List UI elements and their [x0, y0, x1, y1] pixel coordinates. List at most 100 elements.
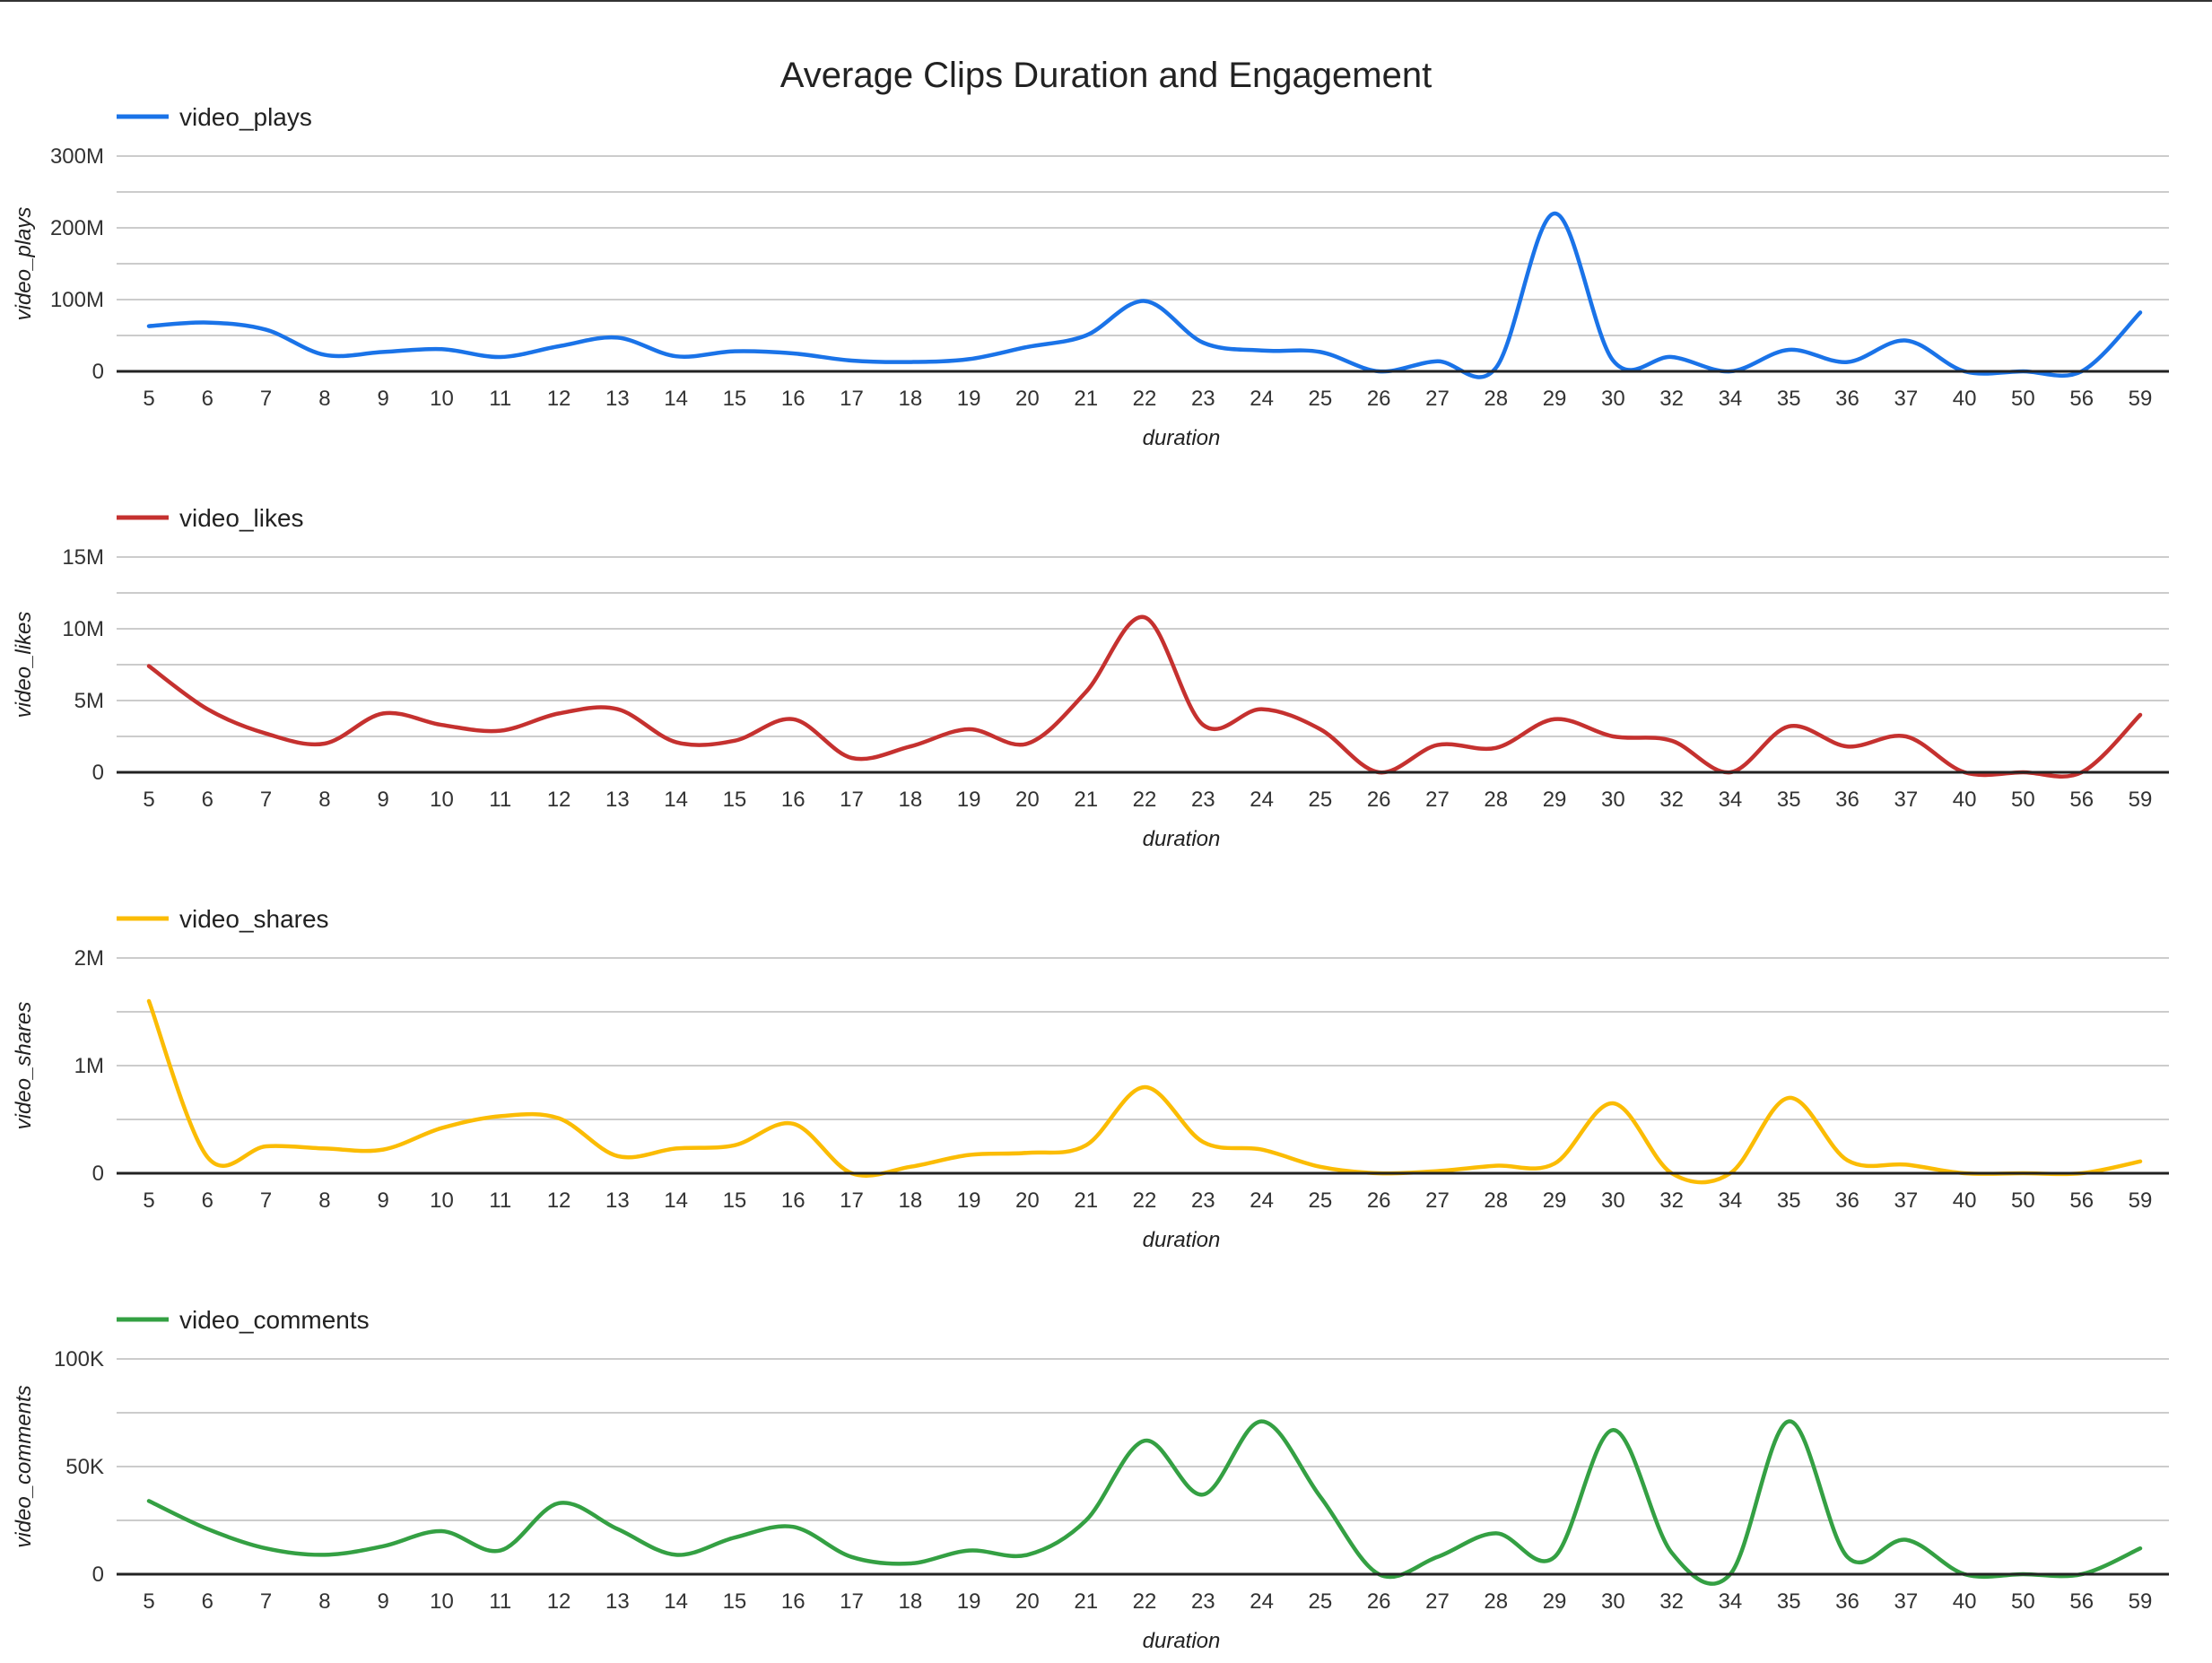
x-tick-label: 28 [1484, 1188, 1508, 1213]
x-tick-label: 50 [2011, 387, 2035, 411]
x-tick-label: 7 [260, 387, 272, 411]
x-tick-label: 34 [1719, 1589, 1743, 1614]
x-tick-label: 26 [1367, 1188, 1391, 1213]
x-tick-label: 28 [1484, 387, 1508, 411]
x-tick-label: 36 [1835, 1188, 1859, 1213]
x-tick-label: 37 [1894, 1589, 1918, 1614]
x-tick-label: 35 [1777, 1188, 1801, 1213]
x-tick-label: 18 [898, 788, 922, 812]
x-tick-label: 50 [2011, 1188, 2035, 1213]
y-axis-title: video_comments [12, 1385, 36, 1547]
legend-label: video_comments [179, 1306, 370, 1334]
y-tick-label: 50K [65, 1455, 104, 1479]
x-tick-label: 32 [1659, 1589, 1684, 1614]
x-tick-label: 23 [1191, 1188, 1215, 1213]
x-tick-label: 20 [1015, 387, 1040, 411]
y-axis-title: video_likes [12, 612, 36, 718]
x-tick-label: 36 [1835, 788, 1859, 812]
x-tick-label: 22 [1133, 387, 1157, 411]
x-tick-label: 28 [1484, 788, 1508, 812]
x-tick-label: 11 [489, 387, 511, 411]
x-tick-label: 32 [1659, 1188, 1684, 1213]
legend-video_likes: video_likes [117, 504, 304, 532]
x-tick-label: 30 [1601, 387, 1625, 411]
x-tick-label: 22 [1133, 1589, 1157, 1614]
x-tick-label: 5 [143, 1188, 154, 1213]
x-tick-label: 13 [605, 1589, 630, 1614]
x-tick-label: 40 [1953, 788, 1977, 812]
y-tick-label: 2M [74, 946, 104, 971]
x-tick-label: 6 [202, 1589, 213, 1614]
x-tick-label: 5 [143, 1589, 154, 1614]
x-tick-label: 34 [1719, 1188, 1743, 1213]
x-tick-label: 8 [318, 788, 330, 812]
legend-label: video_plays [179, 103, 312, 131]
x-tick-label: 5 [143, 788, 154, 812]
x-tick-label: 14 [664, 788, 688, 812]
x-tick-label: 26 [1367, 387, 1391, 411]
x-tick-label: 25 [1309, 788, 1333, 812]
legend-video_comments: video_comments [117, 1306, 370, 1334]
x-tick-label: 27 [1425, 1589, 1450, 1614]
x-tick-label: 23 [1191, 1589, 1215, 1614]
y-tick-label: 100K [54, 1347, 104, 1371]
x-tick-label: 37 [1894, 387, 1918, 411]
x-tick-label: 19 [957, 387, 981, 411]
x-tick-label: 16 [781, 1589, 806, 1614]
x-axis-title: duration [1143, 827, 1221, 851]
x-tick-label: 10 [430, 387, 454, 411]
x-tick-label: 26 [1367, 788, 1391, 812]
x-tick-label: 21 [1074, 788, 1098, 812]
x-tick-label: 34 [1719, 387, 1743, 411]
x-tick-label: 11 [489, 1589, 511, 1614]
legend-video_plays: video_plays [117, 103, 312, 131]
x-tick-label: 24 [1250, 788, 1274, 812]
x-tick-label: 8 [318, 1589, 330, 1614]
series-line-video_comments [146, 1419, 2143, 1586]
x-tick-label: 9 [377, 788, 388, 812]
chart-title: Average Clips Duration and Engagement [780, 56, 1432, 95]
x-tick-label: 29 [1543, 788, 1567, 812]
y-tick-label: 0 [92, 761, 104, 785]
x-tick-label: 16 [781, 1188, 806, 1213]
x-tick-label: 11 [489, 788, 511, 812]
y-tick-label: 200M [50, 216, 104, 240]
x-tick-label: 30 [1601, 1589, 1625, 1614]
x-tick-label: 56 [2069, 1188, 2094, 1213]
series-line-video_likes [146, 614, 2143, 779]
x-tick-label: 40 [1953, 387, 1977, 411]
x-tick-label: 9 [377, 387, 388, 411]
x-tick-label: 15 [723, 387, 747, 411]
x-tick-label: 25 [1309, 1589, 1333, 1614]
y-tick-label: 0 [92, 1162, 104, 1186]
x-tick-label: 24 [1250, 1188, 1274, 1213]
x-tick-label: 19 [957, 1188, 981, 1213]
y-tick-label: 1M [74, 1054, 104, 1078]
y-axis-title: video_shares [12, 1002, 36, 1130]
x-tick-label: 9 [377, 1188, 388, 1213]
y-tick-label: 300M [50, 144, 104, 169]
x-tick-label: 16 [781, 387, 806, 411]
x-tick-label: 14 [664, 1188, 688, 1213]
x-tick-label: 17 [840, 1188, 864, 1213]
series-line-video_plays [146, 211, 2143, 379]
y-tick-label: 15M [62, 545, 104, 570]
x-tick-label: 50 [2011, 788, 2035, 812]
x-tick-label: 12 [547, 1188, 571, 1213]
x-tick-label: 25 [1309, 1188, 1333, 1213]
y-tick-label: 10M [62, 617, 104, 641]
y-tick-label: 5M [74, 689, 104, 713]
x-tick-label: 21 [1074, 1188, 1098, 1213]
x-tick-label: 10 [430, 1589, 454, 1614]
x-tick-label: 25 [1309, 387, 1333, 411]
x-tick-label: 24 [1250, 387, 1274, 411]
x-tick-label: 7 [260, 788, 272, 812]
x-tick-label: 21 [1074, 1589, 1098, 1614]
x-tick-label: 6 [202, 788, 213, 812]
x-tick-label: 37 [1894, 1188, 1918, 1213]
x-tick-label: 27 [1425, 1188, 1450, 1213]
x-tick-label: 56 [2069, 387, 2094, 411]
